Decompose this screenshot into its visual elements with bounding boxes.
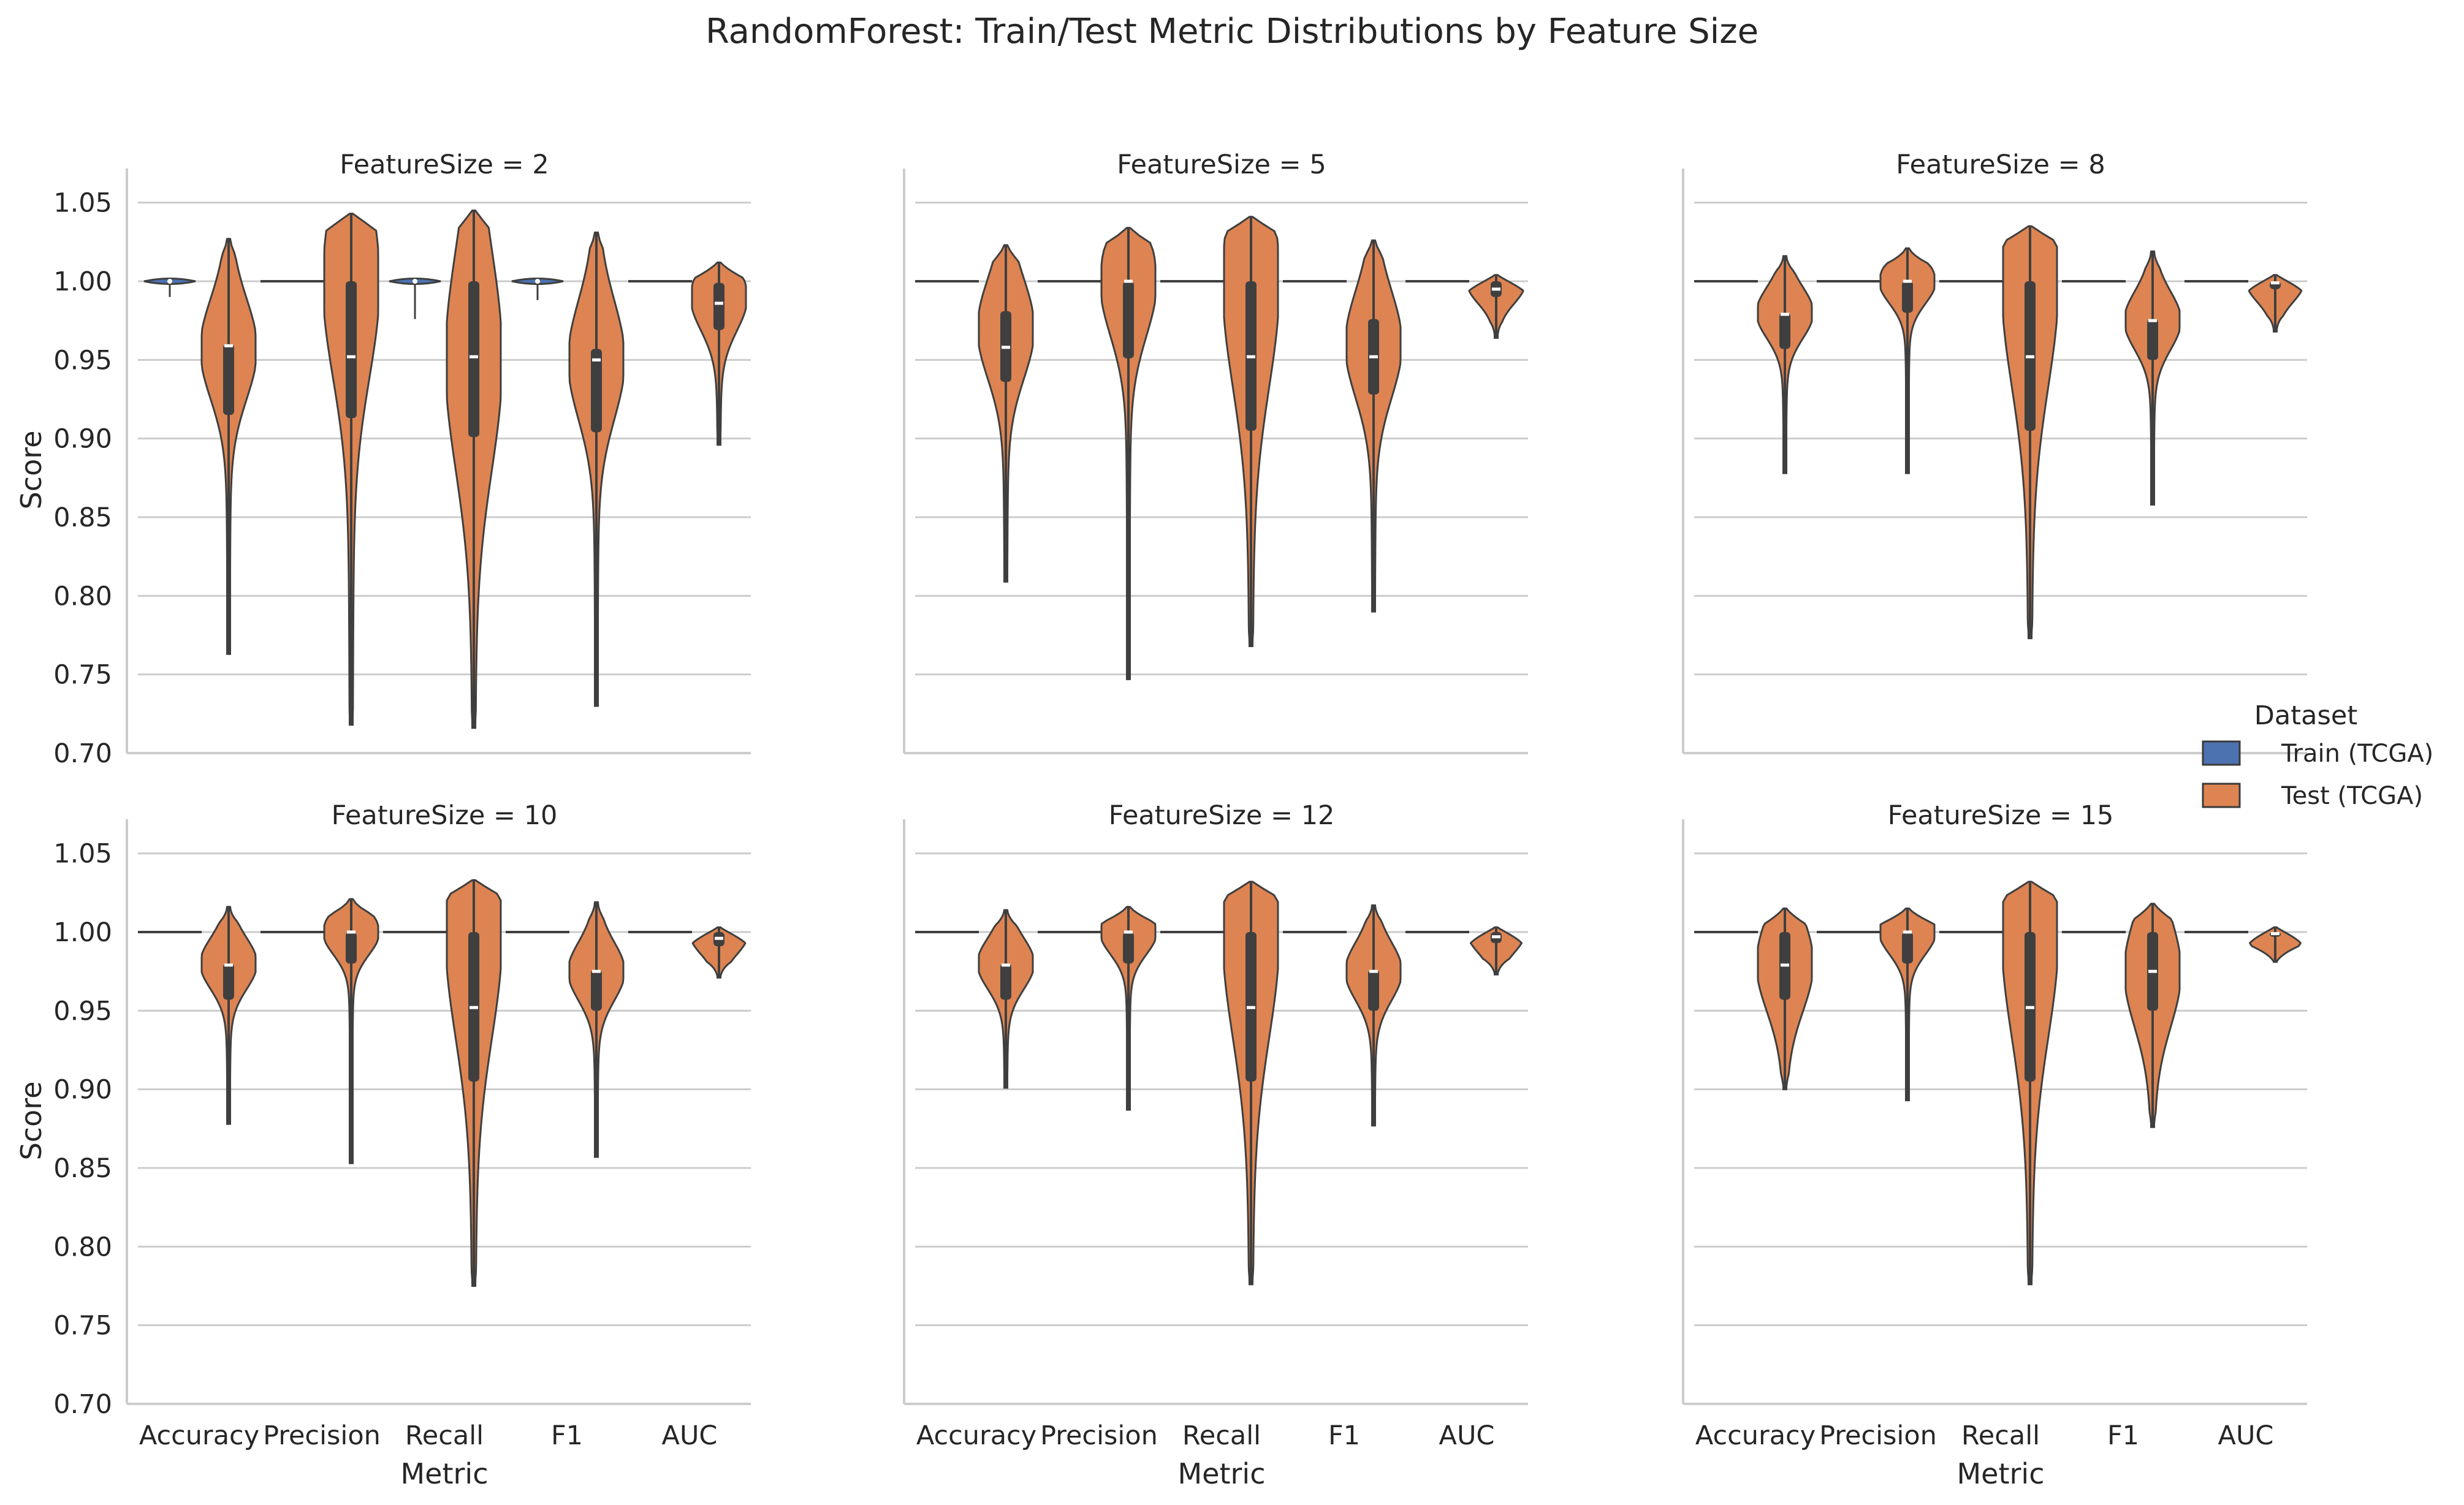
y-tick-label: 0.90 <box>53 424 112 455</box>
x-axis-label: Metric <box>1177 1457 1265 1490</box>
y-tick-label: 0.85 <box>53 1153 112 1184</box>
iqr-box-test <box>1000 963 1011 1000</box>
panel-6: FeatureSize = 15 Accuracy Precision Recall F… <box>1682 800 2307 1490</box>
x-tick-label: Recall <box>1182 1420 1261 1451</box>
panel-5: FeatureSize = 12 Accuracy Precision Recall F… <box>903 800 1528 1490</box>
y-tick-label: 1.05 <box>53 839 112 870</box>
x-tick-label: Accuracy <box>1695 1420 1816 1451</box>
y-tick-label: 1.05 <box>53 188 112 219</box>
panel-title: FeatureSize = 5 <box>1117 150 1326 180</box>
y-tick-label: 1.00 <box>53 917 112 948</box>
iqr-box-test <box>1123 932 1134 964</box>
iqr-box-test <box>346 932 357 964</box>
y-tick-label: 1.00 <box>53 267 112 297</box>
y-tick-label: 0.70 <box>53 1389 112 1420</box>
panel-title: FeatureSize = 8 <box>1896 150 2105 180</box>
iqr-box-test <box>713 282 724 330</box>
figure-title: RandomForest: Train/Test Metric Distribu… <box>705 12 1759 51</box>
y-tick-label: 0.80 <box>53 1232 112 1262</box>
legend: Dataset Train (TCGA) Test (TCGA) <box>2202 700 2433 810</box>
iqr-box-test <box>1902 281 1913 313</box>
y-tick-label: 0.75 <box>53 1311 112 1341</box>
median-train <box>535 279 540 284</box>
x-tick-label: Recall <box>405 1420 484 1451</box>
x-tick-label: Precision <box>263 1420 381 1451</box>
iqr-box-test <box>223 344 234 415</box>
iqr-box-test <box>1368 969 1379 1011</box>
iqr-box-test <box>591 349 602 433</box>
x-axis-label: Metric <box>1956 1457 2044 1490</box>
median-train <box>413 279 417 284</box>
panel-title: FeatureSize = 12 <box>1109 800 1335 831</box>
iqr-box-test <box>223 963 234 1000</box>
median-train <box>167 279 172 284</box>
x-tick-label: F1 <box>1328 1420 1360 1451</box>
x-axis-label: Metric <box>400 1457 488 1490</box>
legend-swatch-test <box>2202 783 2241 808</box>
panel-title: FeatureSize = 10 <box>332 800 558 831</box>
legend-label-train: Train (TCGA) <box>2281 740 2433 768</box>
iqr-box-test <box>1123 281 1134 358</box>
y-tick-label: 0.70 <box>53 738 112 769</box>
x-tick-label: Accuracy <box>139 1420 259 1451</box>
iqr-box-test <box>468 281 479 438</box>
iqr-box-test <box>1779 313 1790 349</box>
x-tick-label: Recall <box>1961 1420 2040 1451</box>
y-axis-label: Score <box>15 1082 48 1161</box>
panel-2: FeatureSize = 5 <box>903 150 1528 754</box>
legend-label-test: Test (TCGA) <box>2281 782 2423 810</box>
x-tick-label: F1 <box>551 1420 583 1451</box>
iqr-box-test <box>1902 932 1913 964</box>
panel-4: FeatureSize = 10 0.70 0.75 0.80 0.85 0.90 0.95… <box>15 800 751 1490</box>
iqr-box-test <box>591 969 602 1011</box>
x-tick-label: Precision <box>1819 1420 1937 1451</box>
iqr-box-test <box>346 281 357 419</box>
x-tick-label: AUC <box>2218 1420 2274 1451</box>
x-tick-label: Precision <box>1040 1420 1158 1451</box>
panel-title: FeatureSize = 15 <box>1888 800 2114 831</box>
legend-title: Dataset <box>2254 700 2357 731</box>
x-tick-label: F1 <box>2107 1420 2139 1451</box>
iqr-box-test <box>2147 319 2158 360</box>
panel-1: FeatureSize = 2 0.70 0.75 0.80 0.85 0.90 0.95 1… <box>15 150 751 769</box>
legend-swatch-train <box>2202 740 2241 766</box>
x-tick-label: AUC <box>662 1420 718 1451</box>
panel-3: FeatureSize = 8 <box>1682 150 2307 754</box>
y-tick-label: 0.95 <box>53 996 112 1026</box>
y-tick-label: 0.80 <box>53 581 112 612</box>
x-tick-label: Accuracy <box>916 1420 1036 1451</box>
y-tick-label: 0.95 <box>53 345 112 376</box>
y-tick-label: 0.75 <box>53 660 112 691</box>
panel-title: FeatureSize = 2 <box>340 150 549 180</box>
y-tick-label: 0.90 <box>53 1075 112 1105</box>
y-axis-label: Score <box>15 431 48 510</box>
x-tick-label: AUC <box>1439 1420 1495 1451</box>
y-tick-label: 0.85 <box>53 502 112 533</box>
panels-group: FeatureSize = 2 0.70 0.75 0.80 0.85 0.90 0.95 1… <box>15 150 2307 1490</box>
